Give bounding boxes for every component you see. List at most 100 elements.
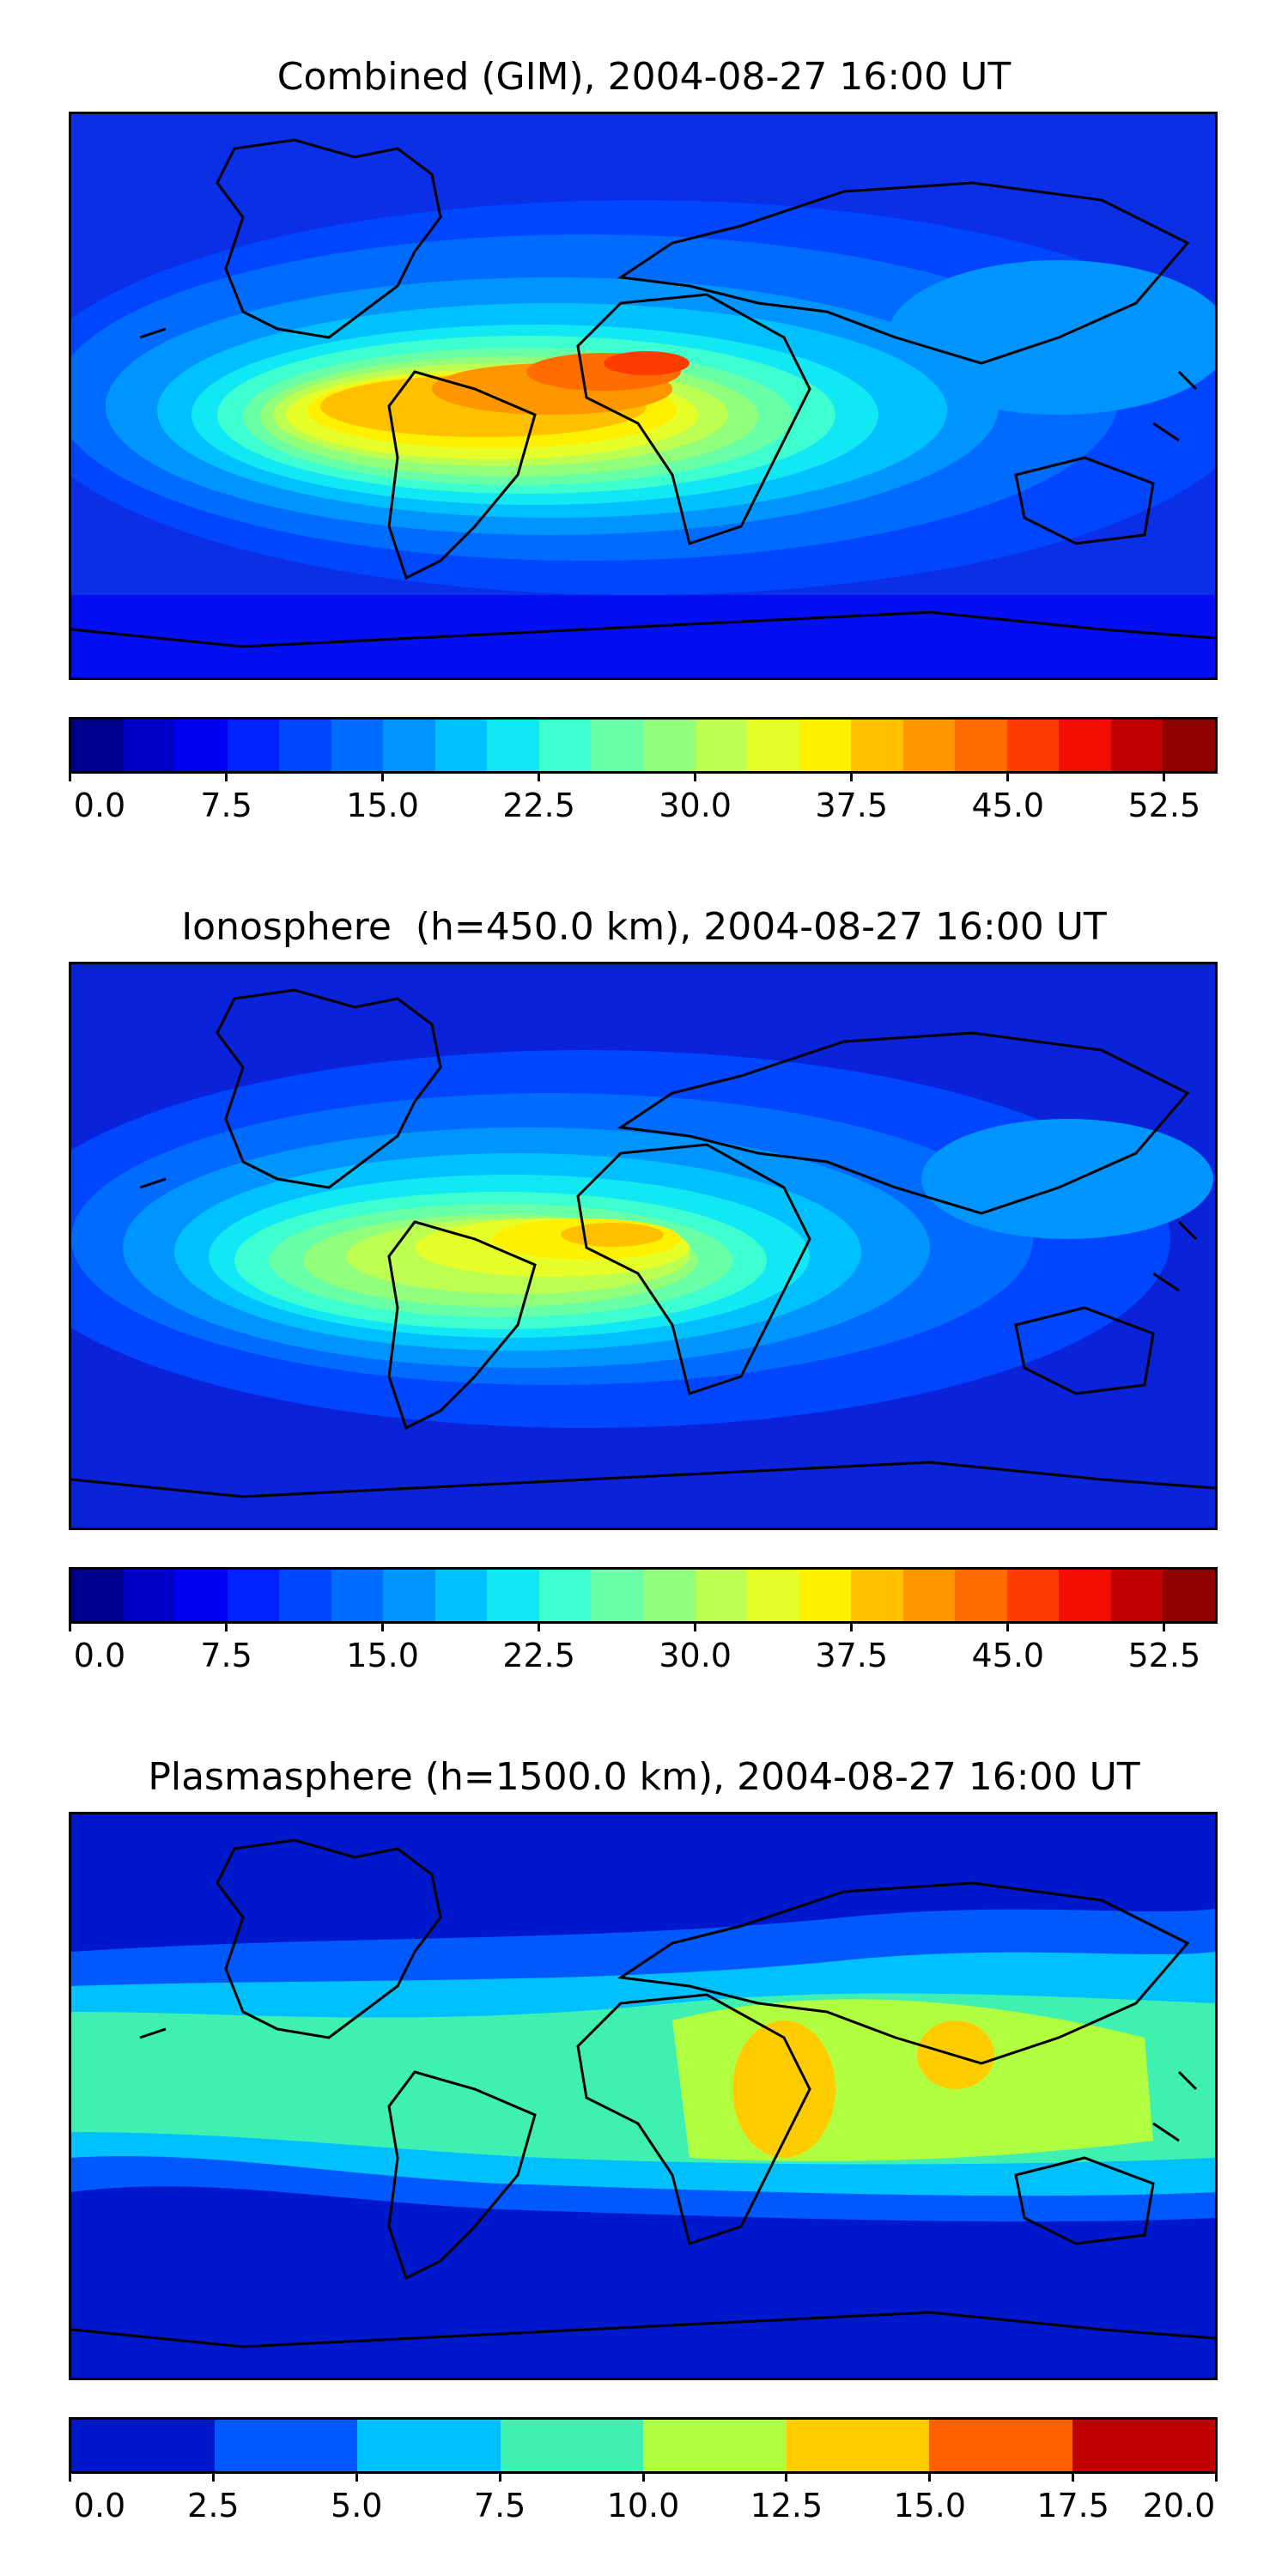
colorbar-segment	[434, 1570, 488, 1621]
colorbar-segment	[902, 1570, 956, 1621]
colorbar-segment	[227, 720, 280, 771]
colorbar-tick-label: 52.5	[1127, 1637, 1201, 1674]
colorbar-segment	[955, 1570, 1007, 1621]
colorbar-segment	[591, 720, 644, 771]
colorbar-segment	[383, 1570, 435, 1621]
colorbar-tick-label: 10.0	[606, 2487, 680, 2524]
colorbar-tick-mark	[538, 771, 541, 781]
colorbar-tick-label: 7.5	[473, 2487, 526, 2524]
colorbar-tick-mark	[785, 2471, 788, 2482]
colorbar-tick-label: 20.0	[1142, 2487, 1216, 2524]
colorbar-tick-label: 5.0	[331, 2487, 383, 2524]
colorbar-tick-mark	[211, 2471, 215, 2482]
colorbar-segment	[799, 1570, 852, 1621]
map-combined	[69, 112, 1218, 680]
colorbar-segment	[331, 1570, 384, 1621]
colorbar-segment	[357, 2420, 501, 2471]
colorbar-tick-label: 7.5	[200, 787, 252, 824]
colorbar-tick-mark	[69, 2471, 71, 2482]
colorbar-tick-label: 12.5	[750, 2487, 823, 2524]
colorbar-plasmasphere	[69, 2417, 1218, 2474]
tec-contour-map	[71, 964, 1215, 1528]
colorbar-tick-mark	[1215, 2471, 1218, 2482]
colorbar-tick-mark	[69, 771, 71, 781]
coastline-outlines	[71, 138, 1215, 648]
colorbar-tick-mark	[1006, 1621, 1010, 1631]
tec-contour-map	[71, 1814, 1215, 2378]
panel-title-combined: Combined (GIM), 2004-08-27 16:00 UT	[276, 55, 1012, 99]
colorbar-segment	[1163, 720, 1216, 771]
colorbar-segment	[214, 2420, 357, 2471]
colorbar-tick-mark	[928, 2471, 932, 2482]
colorbar-segment	[331, 720, 384, 771]
colorbar-segment	[71, 2420, 215, 2471]
colorbar-segment	[487, 720, 539, 771]
colorbar-tick-label: 45.0	[971, 787, 1045, 824]
colorbar-segment	[1006, 720, 1060, 771]
colorbar-tick-label: 45.0	[971, 1637, 1045, 1674]
colorbar-tick-mark	[69, 1621, 71, 1631]
colorbar-segment	[71, 1570, 124, 1621]
colorbar-ionosphere	[69, 1567, 1218, 1624]
colorbar-segment	[643, 1570, 696, 1621]
colorbar-tick-label: 7.5	[200, 1637, 252, 1674]
colorbar-tick-mark	[498, 2471, 501, 2482]
colorbar-segment	[383, 720, 435, 771]
colorbar-segment	[747, 720, 799, 771]
colorbar-segment	[1059, 720, 1111, 771]
colorbar-ticks-plasmasphere: 0.0 2.5 5.0 7.5 10.0 12.5 15.0 17.5 20.0	[69, 2471, 1218, 2524]
colorbar-segment	[902, 720, 956, 771]
colorbar-segment	[695, 1570, 748, 1621]
colorbar-segment	[1110, 1570, 1163, 1621]
colorbar-segment	[799, 720, 852, 771]
colorbar-segment	[487, 1570, 539, 1621]
colorbar-segment	[1059, 1570, 1111, 1621]
colorbar-segment	[71, 720, 124, 771]
panel-title-plasmasphere: Plasmasphere (h=1500.0 km), 2004-08-27 1…	[148, 1755, 1140, 1799]
colorbar-segment	[123, 1570, 176, 1621]
map-ionosphere	[69, 962, 1218, 1530]
colorbar-tick-mark	[694, 771, 697, 781]
colorbar-tick-mark	[850, 1621, 854, 1631]
colorbar-segment	[1006, 1570, 1060, 1621]
colorbar-segment	[279, 1570, 331, 1621]
colorbar-combined	[69, 717, 1218, 774]
colorbar-tick-label: 15.0	[346, 787, 419, 824]
map-plasmasphere	[69, 1812, 1218, 2380]
colorbar-tick-mark	[381, 1621, 385, 1631]
colorbar-tick-mark	[538, 1621, 541, 1631]
colorbar-tick-label: 2.5	[187, 2487, 240, 2524]
coastline-outlines	[71, 1838, 1215, 2348]
colorbar-tick-mark	[641, 2471, 645, 2482]
colorbar-tick-mark	[225, 771, 228, 781]
colorbar-tick-label: 52.5	[1127, 787, 1201, 824]
colorbar-tick-mark	[1163, 771, 1166, 781]
colorbar-segment	[175, 1570, 228, 1621]
colorbar-segment	[1163, 1570, 1216, 1621]
coastline-outlines	[71, 988, 1215, 1498]
colorbar-segment	[227, 1570, 280, 1621]
colorbar-tick-mark	[381, 771, 385, 781]
colorbar-segment	[500, 2420, 643, 2471]
tec-contour-map	[71, 114, 1215, 677]
panel-title-ionosphere: Ionosphere (h=450.0 km), 2004-08-27 16:0…	[181, 905, 1107, 949]
colorbar-segment	[643, 2420, 787, 2471]
colorbar-ticks-ionosphere: 0.0 7.5 15.0 22.5 30.0 37.5 45.0 52.5	[69, 1621, 1218, 1674]
colorbar-segment	[695, 720, 748, 771]
colorbar-tick-label: 17.5	[1036, 2487, 1109, 2524]
colorbar-segment	[851, 720, 903, 771]
colorbar-segment	[929, 2420, 1072, 2471]
colorbar-tick-mark	[1006, 771, 1010, 781]
colorbar-tick-mark	[694, 1621, 697, 1631]
colorbar-ticks-combined: 0.0 7.5 15.0 22.5 30.0 37.5 45.0 52.5	[69, 771, 1218, 824]
colorbar-tick-label: 22.5	[502, 787, 575, 824]
colorbar-segment	[538, 720, 592, 771]
colorbar-tick-label: 15.0	[893, 2487, 967, 2524]
colorbar-tick-label: 15.0	[346, 1637, 419, 1674]
colorbar-tick-label: 0.0	[73, 787, 126, 824]
colorbar-segment	[643, 720, 696, 771]
colorbar-tick-label: 30.0	[659, 787, 732, 824]
colorbar-segment	[786, 2420, 929, 2471]
colorbar-tick-label: 0.0	[73, 1637, 126, 1674]
colorbar-tick-mark	[225, 1621, 228, 1631]
